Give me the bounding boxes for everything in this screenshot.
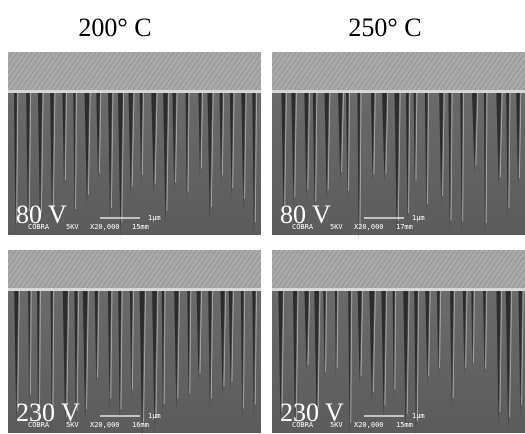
surface-edge xyxy=(272,288,525,291)
info-text: COBRA xyxy=(28,223,50,231)
info-text: 17mm xyxy=(396,223,413,231)
scale-label: 1µm xyxy=(412,412,425,420)
info-text: X20,000 xyxy=(354,223,384,231)
info-text: 5KV xyxy=(66,223,79,231)
surface-edge xyxy=(272,90,525,93)
info-text: 15mm xyxy=(132,223,149,231)
image-top xyxy=(272,52,525,92)
scale-label: 1µm xyxy=(148,412,161,420)
info-text: X20,000 xyxy=(90,421,120,429)
info-text: 16mm xyxy=(132,421,149,429)
column-header: 200° C xyxy=(78,13,151,42)
image-top xyxy=(8,250,261,290)
info-text: 5KV xyxy=(66,421,79,429)
column-header: 250° C xyxy=(348,13,421,42)
surface-edge xyxy=(8,90,261,93)
scale-label: 1µm xyxy=(148,214,161,222)
image-top xyxy=(272,250,525,290)
scale-label: 1µm xyxy=(412,214,425,222)
info-text: 5KV xyxy=(330,421,343,429)
info-text: X20,000 xyxy=(354,421,384,429)
image-top xyxy=(8,52,261,92)
info-text: X20,000 xyxy=(90,223,120,231)
info-text: COBRA xyxy=(292,421,314,429)
surface-edge xyxy=(8,288,261,291)
figure: 200° C 250° C 80 V1µmCOBRA5KVX20,00015mm… xyxy=(0,0,525,434)
info-text: 15mm xyxy=(396,421,413,429)
info-text: COBRA xyxy=(28,421,50,429)
info-text: 5KV xyxy=(330,223,343,231)
info-text: COBRA xyxy=(292,223,314,231)
